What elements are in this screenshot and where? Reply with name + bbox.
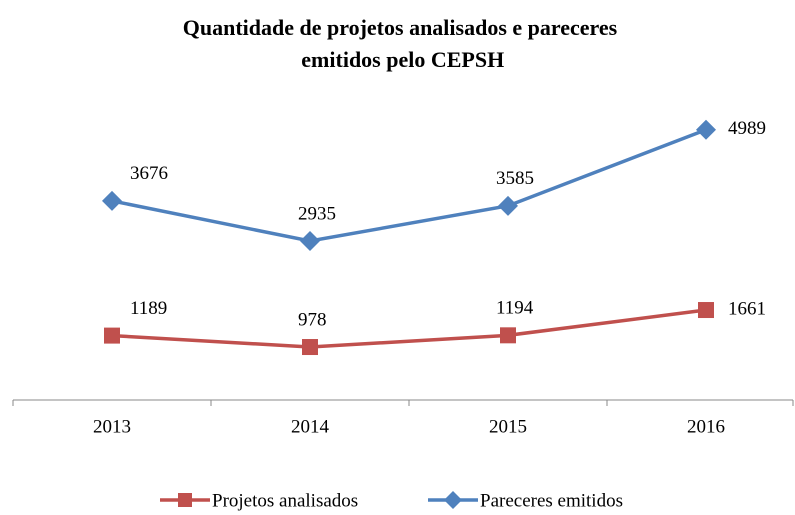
- line: [111, 128, 707, 243]
- marker: [696, 119, 716, 140]
- line: [111, 308, 707, 349]
- data-label: 2935: [298, 203, 336, 224]
- legend-label: Projetos analisados: [212, 490, 358, 511]
- marker: [698, 302, 714, 319]
- x-tick-label: 2013: [93, 416, 131, 437]
- data-label: 3676: [130, 163, 168, 184]
- marker: [178, 493, 192, 507]
- data-label: 4989: [728, 118, 766, 139]
- data-label: 3585: [496, 168, 534, 189]
- data-label: 1189: [130, 298, 167, 319]
- x-tick-label: 2015: [489, 416, 527, 437]
- data-label: 1661: [728, 298, 766, 319]
- data-label: 978: [298, 309, 327, 330]
- chart-title: Quantidade de projetos analisados e pare…: [183, 15, 618, 72]
- marker: [444, 491, 462, 509]
- legend-label: Pareceres emitidos: [480, 490, 623, 511]
- marker: [302, 339, 318, 356]
- data-label: 1194: [496, 298, 534, 319]
- x-tick-label: 2016: [687, 416, 725, 437]
- marker: [102, 190, 122, 211]
- marker: [104, 327, 120, 344]
- marker: [500, 327, 516, 344]
- marker: [498, 195, 518, 216]
- x-tick-label: 2014: [291, 416, 330, 437]
- marker: [300, 231, 320, 252]
